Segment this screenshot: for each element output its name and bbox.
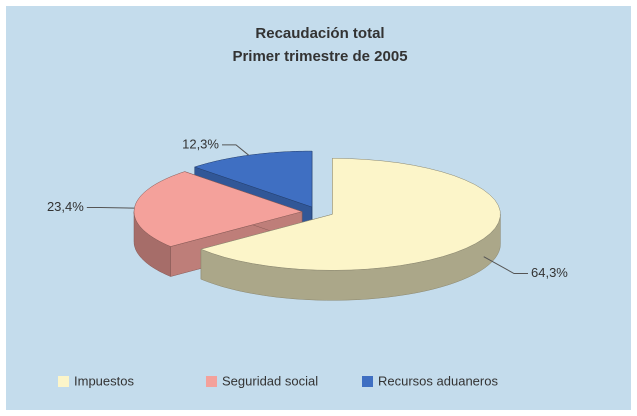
legend-label: Recursos aduaneros — [378, 373, 498, 388]
legend-swatch — [362, 376, 373, 387]
data-label: 12,3% — [182, 136, 219, 151]
chart-background — [6, 6, 631, 410]
legend-swatch — [58, 376, 69, 387]
data-label: 23,4% — [47, 199, 84, 214]
data-label: 64,3% — [531, 265, 568, 280]
legend-swatch — [206, 376, 217, 387]
slice — [200, 158, 501, 271]
leader-line — [483, 256, 529, 274]
chart-title: Recaudación total — [255, 25, 384, 42]
leader-line — [86, 206, 135, 209]
leader-line — [221, 144, 249, 156]
slice — [193, 150, 313, 208]
legend-label: Seguridad social — [222, 373, 318, 388]
legend-label: Impuestos — [74, 373, 134, 388]
slice — [133, 171, 303, 247]
chart-subtitle: Primer trimestre de 2005 — [232, 48, 407, 65]
